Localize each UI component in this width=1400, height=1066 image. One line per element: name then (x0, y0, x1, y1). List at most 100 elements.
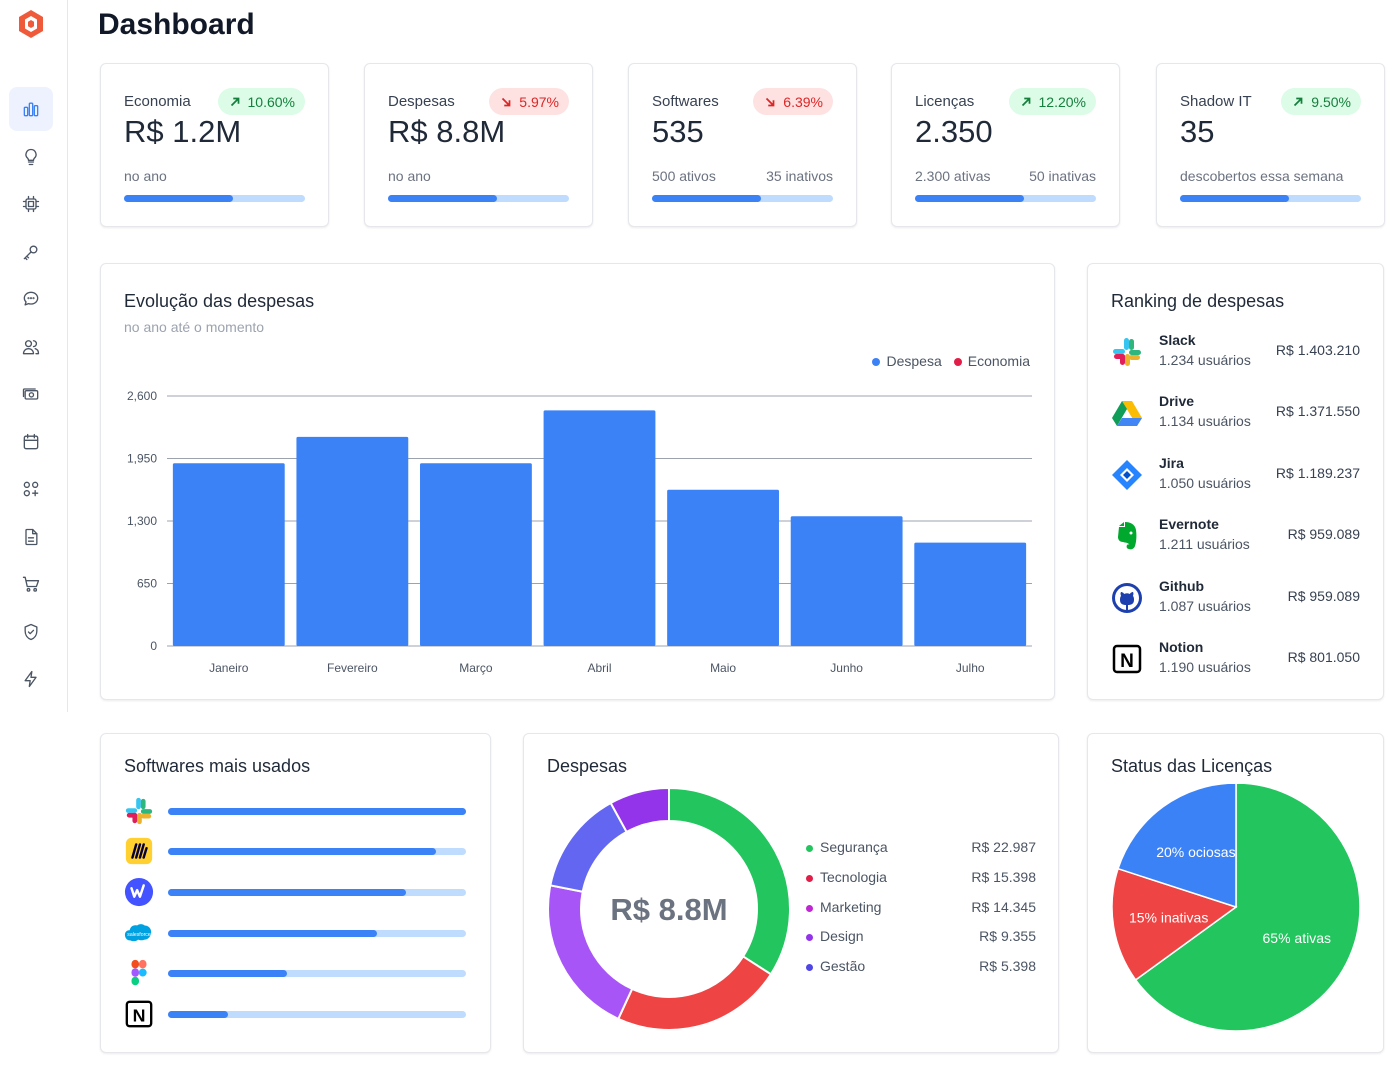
donut-slice[interactable] (609, 786, 670, 834)
notion-icon: N (1111, 643, 1143, 675)
bar[interactable] (420, 463, 532, 646)
donut-legend-item[interactable]: Tecnologia R$ 15.398 (806, 869, 1036, 889)
usage-row[interactable] (124, 958, 466, 990)
bar[interactable] (172, 463, 285, 646)
kpi-change-badge: 6.39% (753, 88, 833, 115)
shield-check-icon (24, 623, 38, 641)
nav-documents[interactable] (9, 515, 53, 559)
kpi-sub-left: 500 ativos (652, 168, 716, 184)
kpi-progress-bar (124, 195, 305, 202)
bar[interactable] (543, 410, 656, 646)
nav-security[interactable] (9, 610, 53, 654)
arrow-down-right-icon (766, 97, 775, 106)
software-users: 1.211 usuários (1159, 536, 1250, 552)
legend-dot (806, 964, 813, 971)
donut-legend-item[interactable]: Segurança R$ 22.987 (806, 839, 1036, 859)
legend-item-economia[interactable]: Economia (953, 353, 1030, 369)
donut-slice[interactable] (668, 786, 791, 976)
svg-text:N: N (1120, 651, 1134, 672)
usage-bar (168, 1011, 466, 1018)
webflow-icon (124, 877, 154, 907)
evernote-icon (1111, 520, 1143, 552)
bar[interactable] (667, 489, 779, 646)
y-tick-label: 650 (137, 577, 157, 591)
kpi-progress-fill (1180, 195, 1289, 202)
bar[interactable] (296, 436, 409, 646)
licenses-card: Status das Licenças 65% ativas 15% inativ… (1087, 733, 1384, 1053)
arrow-up-right-icon (1294, 97, 1303, 106)
kpi-progress-bar (388, 195, 569, 202)
legend-label: Marketing (820, 899, 882, 915)
donut-slice[interactable] (549, 801, 628, 893)
nav-apps[interactable] (9, 467, 53, 511)
kpi-change-badge: 12.20% (1008, 88, 1096, 115)
donut-legend-item[interactable]: Design R$ 9.355 (806, 928, 1036, 948)
usage-bar (168, 930, 466, 937)
x-tick-label: Março (459, 661, 493, 675)
nav-users[interactable] (9, 325, 53, 369)
legend-item-despesa[interactable]: Despesa (872, 353, 942, 369)
ranking-row[interactable]: Github 1.087 usuários R$ 959.089 (1111, 578, 1360, 622)
usage-row[interactable] (124, 836, 466, 868)
donut-legend-item[interactable]: Marketing R$ 14.345 (806, 899, 1036, 919)
legend-label: Economia (967, 353, 1030, 369)
donut-legend-item[interactable]: Gestão R$ 5.398 (806, 958, 1036, 978)
legend-dot (806, 905, 813, 912)
kpi-card[interactable]: Despesas 5.97% R$ 8.8M no ano (364, 63, 593, 227)
legend-label: Gestão (820, 958, 866, 974)
kpi-sub-right: 50 inativas (1029, 168, 1096, 184)
ranking-row[interactable]: Jira 1.050 usuários R$ 1.189.237 (1111, 455, 1360, 499)
bar-chart-icon (23, 102, 39, 117)
donut-slice[interactable] (616, 955, 773, 1031)
legend-dot (872, 358, 881, 366)
nav-keys[interactable] (9, 230, 53, 274)
ranking-row[interactable]: Slack 1.234 usuários R$ 1.403.210 (1111, 332, 1360, 376)
kpi-label: Economia (124, 93, 191, 110)
arrow-up-right-icon (1021, 97, 1030, 106)
nav-devices[interactable] (9, 182, 53, 226)
nav-dashboard[interactable] (9, 87, 53, 131)
usage-row[interactable]: salesforce (124, 918, 466, 950)
usage-row[interactable] (124, 796, 466, 828)
usage-row[interactable] (124, 877, 466, 909)
bar[interactable] (790, 516, 903, 646)
kpi-sub-right: 35 inativos (766, 168, 833, 184)
kpi-card[interactable]: Shadow IT 9.50% 35 descobertos essa sema… (1156, 63, 1385, 227)
usage-bar-fill (168, 848, 437, 855)
card-title: Softwares mais usados (124, 756, 311, 776)
donut-center-label: R$ 8.8M (610, 892, 727, 927)
nav-ideas[interactable] (9, 135, 53, 179)
pie-slice[interactable] (1134, 784, 1361, 1032)
kpi-card[interactable]: Licenças 12.20% 2.350 2.300 ativas 50 in… (891, 63, 1120, 227)
pie-slice-label: 65% ativas (1263, 930, 1331, 946)
y-tick-label: 0 (150, 639, 157, 653)
kpi-card[interactable]: Economia 10.60% R$ 1.2M no ano (100, 63, 329, 227)
document-icon (25, 528, 38, 546)
arrow-down-right-icon (502, 97, 511, 106)
software-amount: R$ 959.089 (1287, 588, 1360, 604)
usage-row[interactable]: N (124, 999, 466, 1031)
nav-shop[interactable] (9, 562, 53, 606)
nav-automation[interactable] (9, 657, 53, 701)
card-title: Ranking de despesas (1111, 291, 1285, 311)
usage-bar (168, 970, 466, 977)
kpi-change-value: 10.60% (247, 93, 295, 110)
pie-slice[interactable] (1111, 867, 1238, 981)
nav-messages[interactable] (9, 277, 53, 321)
pie-slice[interactable] (1117, 784, 1237, 909)
ranking-row[interactable]: Evernote 1.211 usuários R$ 959.089 (1111, 516, 1360, 560)
kpi-change-value: 12.20% (1038, 93, 1086, 110)
nav-finance[interactable] (9, 372, 53, 416)
ranking-row[interactable]: N Notion 1.190 usuários R$ 801.050 (1111, 639, 1360, 683)
nav-calendar[interactable] (9, 420, 53, 464)
software-amount: R$ 1.403.210 (1275, 342, 1360, 358)
ranking-row[interactable]: Drive 1.134 usuários R$ 1.371.550 (1111, 393, 1360, 437)
bar[interactable] (914, 542, 1027, 646)
ranking-card: Ranking de despesas Slack 1.234 usuários… (1087, 263, 1384, 700)
figma-icon (124, 958, 154, 988)
legend-amount: R$ 14.345 (971, 899, 1036, 915)
y-tick-label: 2,600 (127, 389, 157, 403)
kpi-card[interactable]: Softwares 6.39% 535 500 ativos 35 inativ… (628, 63, 857, 227)
hexagon-logo-icon[interactable] (15, 8, 47, 40)
kpi-progress-fill (915, 195, 1024, 202)
